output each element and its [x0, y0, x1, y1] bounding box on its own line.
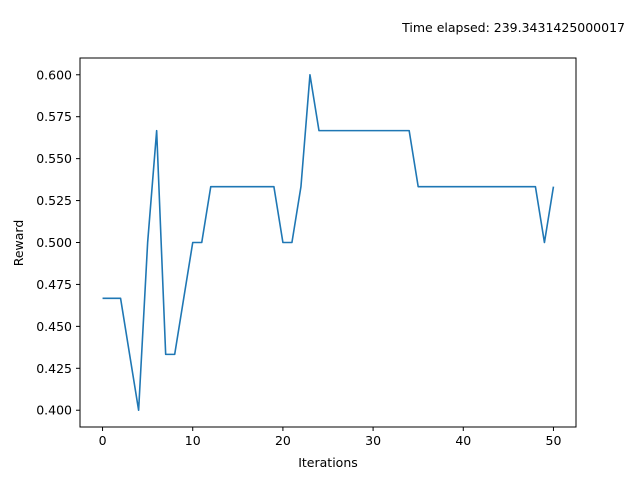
x-axis-label: Iterations: [298, 455, 358, 470]
x-tick-label: 20: [275, 433, 291, 448]
y-tick-label: 0.525: [36, 193, 72, 208]
x-tick-label: 30: [365, 433, 381, 448]
y-tick-label: 0.450: [36, 319, 72, 334]
y-axis-label: Reward: [11, 220, 26, 267]
plot-area: [102, 73, 555, 412]
reward-series-line: [102, 73, 555, 412]
y-tick-label: 0.550: [36, 151, 72, 166]
x-tick-label: 0: [99, 433, 107, 448]
x-tick-label: 40: [455, 433, 471, 448]
y-axis-ticks: 0.400 0.425 0.450 0.475 0.500 0.525 0.550 0.575…: [36, 67, 80, 418]
x-tick-label: 10: [185, 433, 201, 448]
y-tick-label: 0.425: [36, 361, 72, 376]
y-tick-label: 0.475: [36, 277, 72, 292]
time-elapsed-annotation: Time elapsed: 239.3431425000017: [401, 20, 625, 35]
plot-frame: [79, 57, 577, 428]
x-axis-ticks: 0 10 20 30 40 50: [99, 427, 562, 448]
y-tick-label: 0.575: [36, 109, 72, 124]
x-tick-label: 50: [546, 433, 562, 448]
y-tick-label: 0.600: [36, 67, 72, 82]
y-tick-label: 0.400: [36, 403, 72, 418]
y-tick-label: 0.500: [36, 235, 72, 250]
